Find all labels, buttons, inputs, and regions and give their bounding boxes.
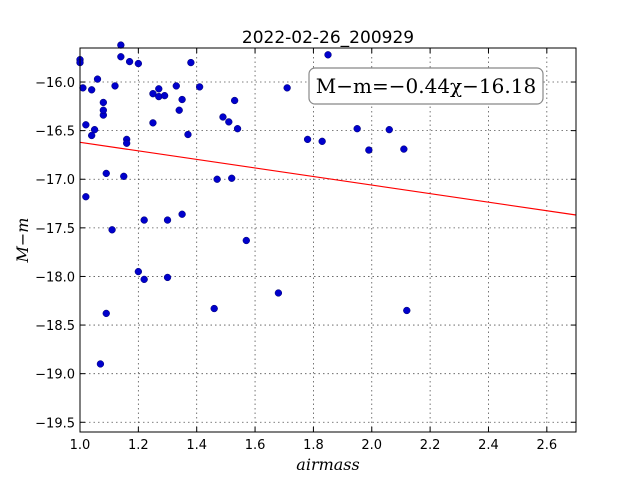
data-point xyxy=(117,53,125,61)
data-point xyxy=(353,125,361,133)
data-point xyxy=(228,174,236,182)
fit-line xyxy=(79,141,577,216)
data-point xyxy=(403,306,411,315)
x-tick-label: 1.4 xyxy=(186,438,207,453)
x-tick-label: 1.8 xyxy=(303,438,324,453)
y-tick-label: −18.0 xyxy=(35,270,75,285)
data-point xyxy=(283,84,291,92)
x-axis-label: airmass xyxy=(296,455,359,474)
data-point xyxy=(385,126,393,134)
data-point xyxy=(123,139,131,147)
y-tick-label: −17.5 xyxy=(35,222,75,237)
data-point xyxy=(96,360,105,368)
x-tick-label: 2.2 xyxy=(420,438,441,453)
data-point xyxy=(140,275,148,284)
data-point xyxy=(365,146,373,154)
y-tick-label: −17.0 xyxy=(35,173,75,188)
data-point xyxy=(274,289,283,297)
data-point xyxy=(88,131,96,140)
x-tick-label: 1.0 xyxy=(70,438,91,453)
annotation-box xyxy=(308,67,544,105)
data-point xyxy=(187,58,195,67)
data-point xyxy=(117,41,125,49)
y-tick-label: −18.5 xyxy=(35,319,75,334)
data-point xyxy=(324,51,332,59)
data-point xyxy=(82,121,90,129)
data-point xyxy=(318,137,326,145)
data-point xyxy=(160,91,169,100)
data-point xyxy=(242,236,250,245)
data-point xyxy=(149,90,157,98)
y-tick-label: −19.5 xyxy=(35,416,75,431)
y-axis-label: M−m xyxy=(13,218,32,264)
data-point xyxy=(233,125,242,133)
data-point xyxy=(303,135,312,144)
x-tick-label: 2.4 xyxy=(478,438,499,453)
data-point xyxy=(175,106,183,114)
data-points xyxy=(76,41,411,368)
x-tick-label: 1.6 xyxy=(245,438,266,453)
data-point xyxy=(134,59,143,68)
axis-tick-labels: 1.0 1.2 1.4 1.6 1.8 2.0 2.2 2.4 2.6 −16.0 −16.5 −17… xyxy=(35,76,557,453)
data-point xyxy=(120,172,128,180)
data-point xyxy=(134,267,143,276)
data-point xyxy=(225,118,233,126)
data-point xyxy=(79,84,87,92)
data-point xyxy=(90,126,99,134)
fit-line-layer xyxy=(79,141,577,216)
data-point xyxy=(99,98,107,107)
data-point xyxy=(400,145,408,153)
data-point xyxy=(172,82,180,90)
data-point xyxy=(219,113,227,121)
x-tick-label: 2.0 xyxy=(361,438,382,453)
y-tick-label: −16.0 xyxy=(35,76,75,91)
equation-annotation: M−m=−0.44χ−16.18 xyxy=(308,67,544,105)
data-point xyxy=(99,106,107,114)
data-point xyxy=(140,216,148,224)
y-tick-label: −19.0 xyxy=(35,368,75,383)
fit-equation: M−m=−0.44χ−16.18 xyxy=(316,74,536,98)
data-point xyxy=(125,57,134,66)
data-point xyxy=(195,83,204,91)
data-point xyxy=(178,95,186,104)
x-tick-label: 1.2 xyxy=(128,438,149,453)
data-point xyxy=(184,130,192,139)
data-point xyxy=(178,210,186,218)
y-tick-label: −16.5 xyxy=(35,125,75,140)
data-point xyxy=(111,82,119,90)
data-point xyxy=(155,85,163,93)
data-point xyxy=(102,309,110,318)
chart-title: 2022-02-26_200929 xyxy=(242,28,414,48)
data-point xyxy=(93,75,102,83)
data-point xyxy=(102,169,110,178)
data-point xyxy=(88,86,96,94)
data-point xyxy=(213,175,221,183)
data-point xyxy=(82,193,90,201)
data-point xyxy=(210,304,218,313)
data-point xyxy=(108,226,116,234)
data-point xyxy=(149,119,157,127)
x-tick-label: 2.6 xyxy=(536,438,557,453)
data-point xyxy=(163,216,172,224)
plot-frame xyxy=(79,47,577,433)
data-point xyxy=(230,96,239,105)
data-point xyxy=(163,273,172,282)
